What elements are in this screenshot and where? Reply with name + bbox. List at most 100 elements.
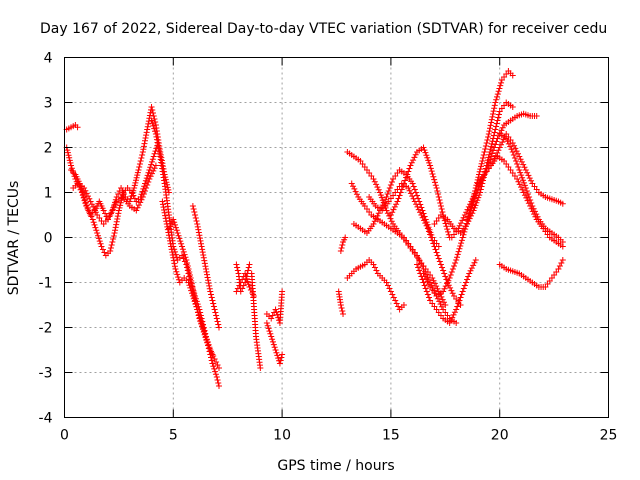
data-point-marker (209, 351, 216, 358)
data-point-marker (144, 172, 151, 179)
data-point-marker (64, 147, 71, 154)
data-point-marker (163, 218, 170, 225)
data-point-marker (110, 236, 117, 242)
data-point-marker (439, 296, 446, 303)
data-point-marker (166, 235, 173, 242)
data-point-marker (204, 274, 211, 281)
data-point-marker (131, 182, 138, 189)
data-point-marker (498, 79, 505, 86)
data-point-marker (496, 144, 503, 151)
data-point-marker (134, 204, 141, 211)
data-point-marker (453, 254, 460, 261)
data-point-marker (441, 270, 448, 277)
data-point-marker (149, 120, 156, 127)
data-point-marker (384, 191, 391, 197)
data-point-marker (342, 234, 349, 241)
data-point-marker (415, 206, 422, 213)
data-point-marker (189, 283, 196, 290)
data-point-marker (80, 191, 87, 198)
data-point-marker (101, 249, 108, 256)
data-point-marker (112, 227, 119, 234)
data-point-marker (152, 119, 159, 125)
data-point-marker (148, 117, 155, 124)
data-point-marker (149, 156, 156, 163)
data-point-marker (457, 220, 464, 227)
data-point-marker (192, 300, 199, 307)
data-point-marker (64, 149, 71, 156)
data-point-marker (205, 342, 212, 349)
data-point-marker (464, 216, 471, 223)
data-point-marker (431, 243, 438, 250)
y-tick-label: -1 (39, 276, 53, 292)
data-point-marker (140, 143, 147, 150)
data-point-marker (135, 167, 142, 173)
data-point-marker (194, 221, 201, 227)
data-point-marker (524, 169, 531, 176)
data-point-marker (233, 261, 240, 268)
data-point-marker (132, 177, 139, 184)
data-point-marker (474, 186, 481, 193)
series-s01 (63, 122, 81, 133)
series-s16 (344, 257, 407, 313)
data-point-marker (400, 180, 407, 187)
data-point-marker (395, 195, 402, 202)
data-point-marker (83, 190, 90, 197)
data-point-marker (79, 188, 86, 195)
data-point-marker (114, 215, 121, 222)
data-point-marker (417, 209, 424, 216)
x-tick-label: 15 (382, 428, 400, 444)
data-point-marker (174, 230, 181, 236)
data-point-marker (527, 197, 534, 203)
data-point-marker (515, 178, 522, 185)
data-point-marker (200, 329, 207, 335)
data-point-marker (83, 202, 90, 209)
data-point-marker (416, 267, 423, 274)
data-point-marker (269, 338, 276, 345)
data-point-marker (215, 324, 222, 331)
data-point-marker (156, 147, 163, 154)
data-point-marker (170, 216, 177, 223)
data-point-marker (145, 120, 152, 127)
data-point-marker (351, 185, 358, 192)
data-point-marker (420, 217, 427, 224)
data-point-marker (171, 219, 178, 226)
data-point-marker (173, 227, 180, 234)
data-point-marker (487, 122, 494, 129)
data-point-marker (508, 146, 515, 153)
data-point-marker (141, 140, 148, 147)
data-point-marker (152, 162, 159, 169)
data-point-marker (144, 182, 151, 188)
data-point-marker (460, 214, 467, 221)
data-point-marker (136, 161, 143, 167)
data-point-marker (177, 238, 184, 245)
data-point-marker (388, 179, 395, 185)
data-point-marker (203, 268, 210, 275)
data-point-marker (477, 166, 484, 173)
data-point-marker (134, 172, 141, 179)
data-point-marker (518, 172, 525, 179)
y-tick-label: 3 (44, 96, 53, 112)
data-point-marker (138, 155, 145, 161)
data-point-marker (384, 282, 391, 289)
data-point-marker (186, 272, 193, 278)
data-point-marker (558, 260, 565, 266)
data-point-marker (555, 266, 562, 272)
data-point-marker (442, 302, 449, 308)
data-point-marker (86, 210, 93, 217)
data-point-marker (425, 281, 432, 288)
data-point-marker (457, 294, 464, 301)
data-point-marker (210, 300, 217, 307)
data-point-marker (530, 205, 537, 212)
data-point-marker (495, 88, 502, 95)
data-point-marker (449, 266, 456, 272)
x-tick-label: 20 (491, 428, 509, 444)
data-point-marker (421, 147, 428, 154)
data-point-marker (149, 110, 156, 116)
data-point-marker (434, 188, 441, 194)
data-point-marker (181, 251, 188, 258)
data-point-marker (272, 347, 279, 353)
data-point-marker (139, 152, 146, 158)
data-point-marker (528, 177, 535, 184)
data-point-marker (466, 210, 473, 217)
data-point-marker (412, 189, 419, 196)
